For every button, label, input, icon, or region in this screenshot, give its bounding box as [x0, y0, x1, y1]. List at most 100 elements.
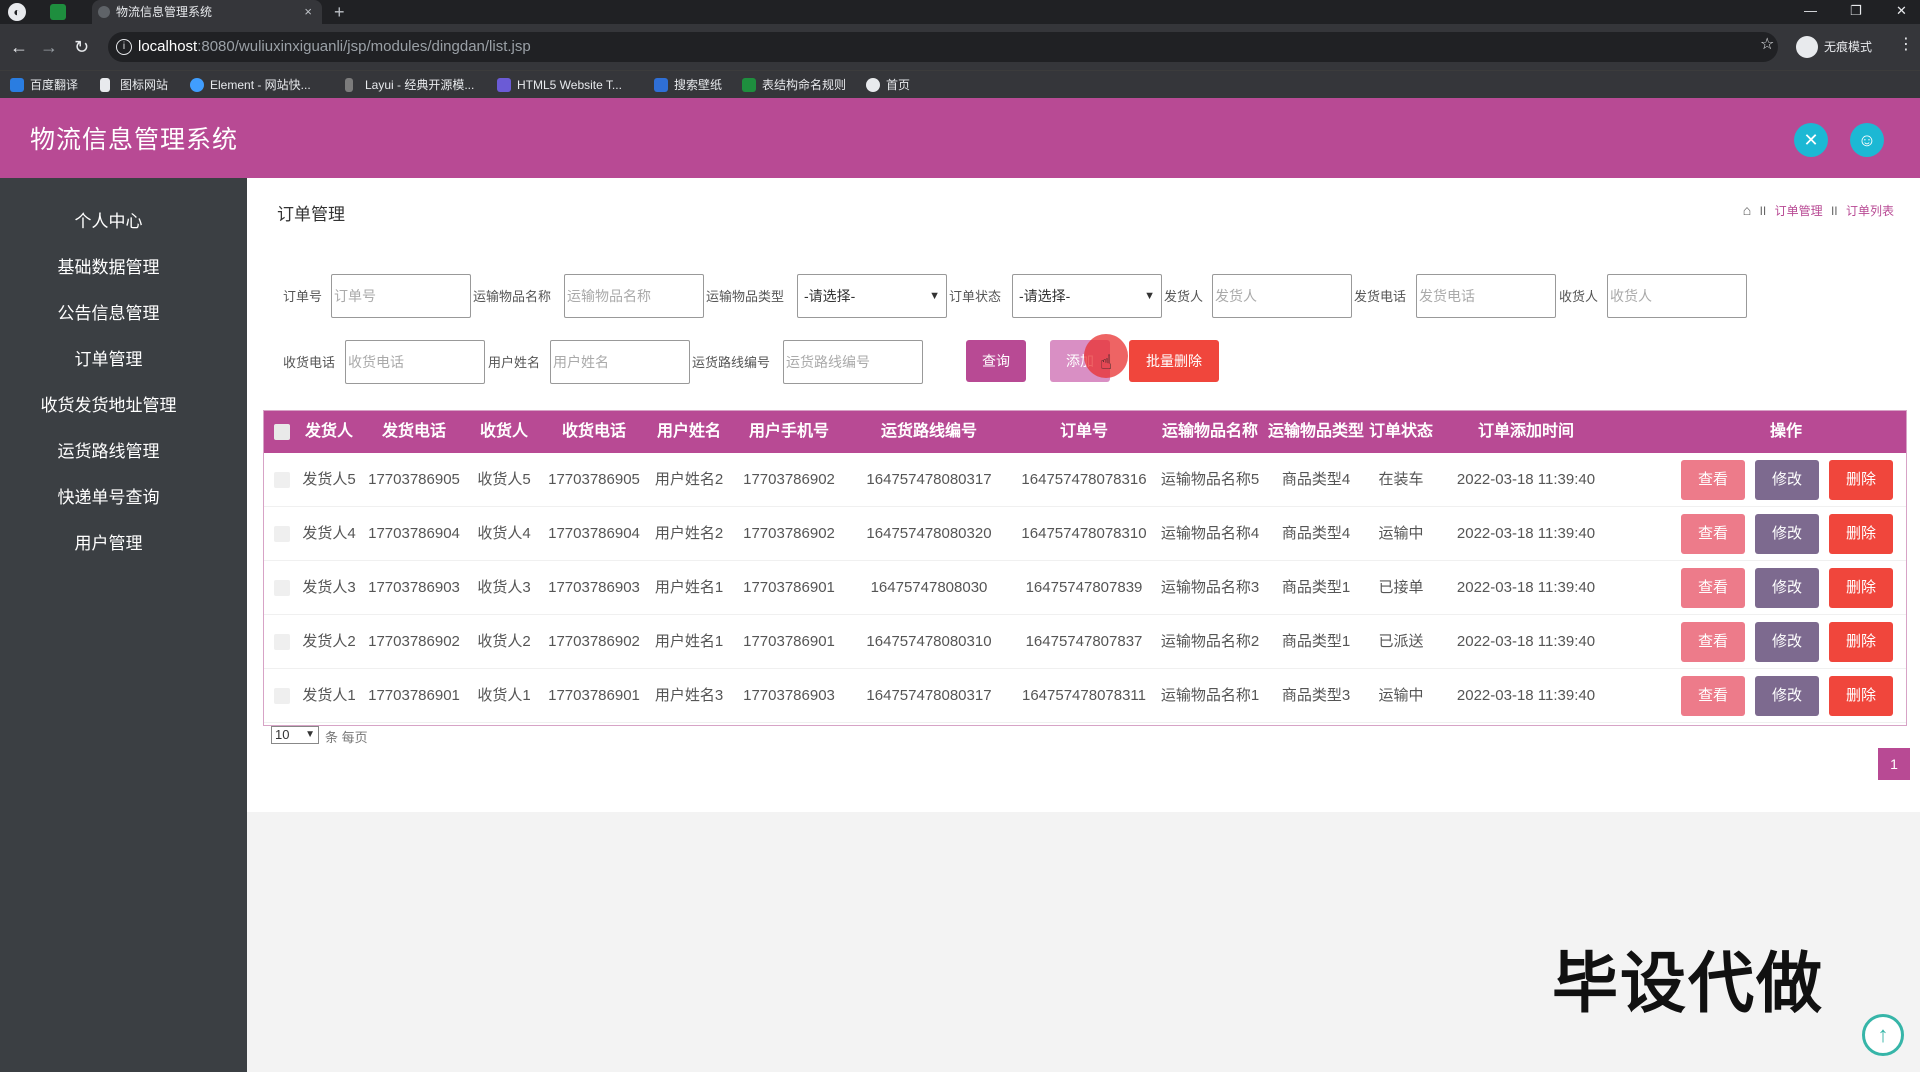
minimize-icon[interactable]: —	[1804, 3, 1817, 18]
edit-button[interactable]: 修改	[1755, 676, 1819, 716]
page-title: 订单管理	[277, 205, 345, 224]
column-header[interactable]: 发货电话	[381, 423, 446, 440]
receiver-phone-input[interactable]	[345, 340, 485, 384]
sidebar-item-orders[interactable]: 订单管理	[74, 350, 143, 369]
column-header[interactable]: 发货人	[304, 423, 353, 440]
bookmark-item[interactable]: Layui - 经典开源模...	[345, 71, 474, 99]
row-checkbox[interactable]	[274, 688, 290, 704]
forward-icon[interactable]: →	[40, 37, 58, 57]
sidebar-item-announcements[interactable]: 公告信息管理	[57, 304, 160, 323]
main-content: 订单管理 ⌂ II 订单管理 II 订单列表 订单号 运输物品名称 运输物品类型…	[247, 178, 1920, 812]
view-button[interactable]: 查看	[1681, 568, 1745, 608]
reload-icon[interactable]: ↻	[74, 37, 90, 57]
column-header[interactable]: 用户姓名	[656, 423, 721, 440]
receiver-phone-label: 收货电话	[283, 355, 336, 370]
back-icon[interactable]: ←	[10, 37, 28, 57]
user-name-input[interactable]	[550, 340, 690, 384]
breadcrumb-separator: II	[1759, 204, 1767, 218]
column-header[interactable]: 收货人	[479, 423, 528, 440]
bookmark-star-icon[interactable]: ☆	[1760, 36, 1775, 53]
delete-button[interactable]: 删除	[1829, 568, 1893, 608]
tab-close-icon[interactable]: ×	[304, 4, 312, 19]
cell-route-no: 164757478080317	[866, 471, 992, 488]
sidebar-item-users[interactable]: 用户管理	[74, 534, 143, 553]
batch-delete-button[interactable]: 批量删除	[1129, 340, 1219, 382]
site-info-icon[interactable]: i	[116, 39, 132, 55]
row-checkbox[interactable]	[274, 526, 290, 542]
order-no-input[interactable]	[331, 274, 471, 318]
column-header[interactable]: 运货路线编号	[880, 423, 977, 440]
browser-menu-icon[interactable]: ⋮	[1898, 36, 1914, 53]
delete-button[interactable]: 删除	[1829, 460, 1893, 500]
incognito-indicator[interactable]: 无痕模式	[1796, 34, 1872, 60]
delete-button[interactable]: 删除	[1829, 622, 1893, 662]
home-icon[interactable]: ⌂	[1742, 202, 1752, 218]
column-header[interactable]: 订单状态	[1368, 423, 1433, 440]
page-size-select[interactable]: 10 ▼	[271, 726, 319, 744]
delete-button[interactable]: 删除	[1829, 514, 1893, 554]
sidebar-item-personal-center[interactable]: 个人中心	[74, 212, 143, 231]
cell-created-at: 2022-03-18 11:39:40	[1456, 633, 1596, 650]
sidebar-item-tracking[interactable]: 快递单号查询	[57, 488, 160, 507]
row-checkbox[interactable]	[274, 580, 290, 596]
edit-button[interactable]: 修改	[1755, 460, 1819, 500]
close-window-icon[interactable]: ✕	[1896, 3, 1907, 18]
scroll-to-top-icon[interactable]: ↑	[1862, 1014, 1904, 1056]
new-tab-button[interactable]: +	[334, 2, 345, 22]
cell-sender: 发货人1	[302, 687, 356, 704]
sender-phone-input[interactable]	[1416, 274, 1556, 318]
cell-receiver: 收货人5	[477, 471, 531, 488]
sidebar-item-addresses[interactable]: 收货发货地址管理	[40, 396, 177, 415]
sidebar-item-basic-data[interactable]: 基础数据管理	[57, 258, 160, 277]
edit-button[interactable]: 修改	[1755, 568, 1819, 608]
cell-sender: 发货人2	[302, 633, 356, 650]
bookmark-item[interactable]: HTML5 Website T...	[497, 71, 622, 99]
restore-icon[interactable]: ❐	[1850, 3, 1862, 18]
cell-order-no: 164757478078311	[1021, 687, 1147, 704]
user-icon[interactable]: ☺	[1850, 123, 1884, 157]
cell-item-name: 运输物品名称2	[1160, 633, 1260, 650]
table-row: 发货人1 17703786901 收货人1 17703786901 用户姓名3 …	[264, 669, 1906, 723]
app-title: 物流信息管理系统	[30, 126, 239, 154]
bookmark-item[interactable]: 表结构命名规则	[742, 71, 846, 99]
delete-button[interactable]: 删除	[1829, 676, 1893, 716]
fullscreen-icon[interactable]: ✕	[1794, 123, 1828, 157]
table-row: 发货人3 17703786903 收货人3 17703786903 用户姓名1 …	[264, 561, 1906, 615]
select-all-checkbox[interactable]	[274, 424, 290, 440]
active-tab[interactable]: 物流信息管理系统 ×	[92, 0, 322, 24]
receiver-input[interactable]	[1607, 274, 1747, 318]
view-button[interactable]: 查看	[1681, 622, 1745, 662]
wallpaper-icon	[654, 78, 668, 92]
edit-button[interactable]: 修改	[1755, 514, 1819, 554]
route-no-input[interactable]	[783, 340, 923, 384]
column-header[interactable]: 订单添加时间	[1477, 423, 1574, 440]
column-header[interactable]: 收货电话	[561, 423, 626, 440]
column-header[interactable]: 运输物品名称	[1161, 423, 1258, 440]
breadcrumb-item-orders[interactable]: 订单管理	[1774, 204, 1823, 218]
item-type-select[interactable]: -请选择- ▼	[797, 274, 947, 318]
bookmark-item[interactable]: 图标网站	[100, 71, 168, 99]
row-checkbox[interactable]	[274, 472, 290, 488]
incognito-icon	[1796, 36, 1818, 58]
status-select[interactable]: -请选择- ▼	[1012, 274, 1162, 318]
row-checkbox[interactable]	[274, 634, 290, 650]
view-button[interactable]: 查看	[1681, 514, 1745, 554]
address-bar[interactable]: i localhost:8080/wuliuxinxiguanli/jsp/mo…	[108, 32, 1778, 62]
item-type-selected: -请选择-	[804, 288, 856, 304]
bookmark-item[interactable]: 首页	[866, 71, 910, 99]
bookmark-item[interactable]: 百度翻译	[10, 71, 78, 99]
page-number-current[interactable]: 1	[1878, 748, 1910, 780]
column-header[interactable]: 订单号	[1059, 423, 1108, 440]
query-button[interactable]: 查询	[966, 340, 1026, 382]
view-button[interactable]: 查看	[1681, 676, 1745, 716]
bookmark-item[interactable]: 搜索壁纸	[654, 71, 722, 99]
sender-input[interactable]	[1212, 274, 1352, 318]
edit-button[interactable]: 修改	[1755, 622, 1819, 662]
item-name-input[interactable]	[564, 274, 704, 318]
column-header[interactable]: 用户手机号	[748, 423, 829, 440]
sheet-tab-icon[interactable]	[50, 4, 66, 20]
bookmark-item[interactable]: Element - 网站快...	[190, 71, 311, 99]
column-header[interactable]: 运输物品类型	[1267, 423, 1364, 440]
sidebar-item-routes[interactable]: 运货路线管理	[57, 442, 160, 461]
view-button[interactable]: 查看	[1681, 460, 1745, 500]
